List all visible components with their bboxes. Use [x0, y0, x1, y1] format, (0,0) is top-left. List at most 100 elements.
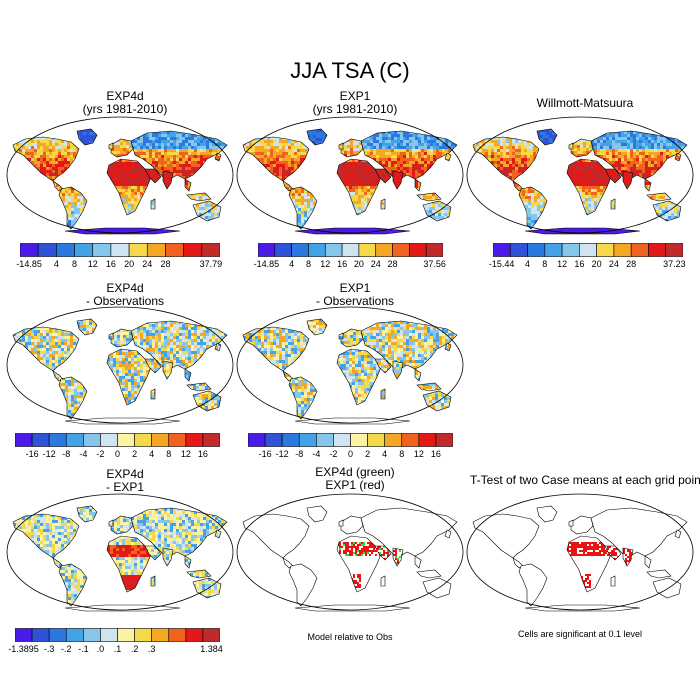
coastline-australia [192, 390, 222, 412]
panel-title-line: EXP1 [339, 89, 371, 103]
coastline-australia [192, 200, 222, 222]
coastline-samerica [58, 563, 88, 607]
coastline-australia [422, 577, 452, 599]
coastline-madagascar [150, 575, 156, 587]
colorbar-tick-label: 37.56 [423, 259, 446, 269]
panel-title-exp1-minus-obs: EXP1 - Observations [240, 282, 470, 308]
colorbar-swatch [425, 243, 443, 257]
colorbar-tick-label: 16 [337, 259, 348, 269]
coastline-africa [336, 158, 382, 216]
colorbar-labels-exp1: -14.85 4 8 12 16 20 24 28 37.56 [254, 259, 446, 271]
coastline-namerica [12, 326, 80, 372]
colorbar-exp4d-minus-obs [15, 433, 220, 447]
coastline-india [622, 170, 634, 190]
coastline-antarctica [524, 227, 641, 235]
coastline-indonesia [186, 569, 212, 579]
coastline-seasia [644, 555, 652, 569]
colorbar-swatch [258, 243, 276, 257]
colorbar-tick-label: -8 [295, 449, 304, 459]
panel-title-line: (yrs 1981-2010) [82, 102, 168, 116]
colorbar-swatch [100, 628, 118, 642]
colorbar-tick-label: 4 [149, 449, 155, 459]
land-indonesia [417, 570, 441, 578]
map-exp4d-climatology [6, 116, 234, 235]
colorbar-swatch [316, 433, 334, 447]
land-camerica [513, 558, 523, 568]
coastline-uk [338, 519, 344, 527]
coastline-antarctica [294, 227, 411, 235]
coastline-africa [566, 158, 612, 216]
coastline-japan [444, 152, 452, 162]
coastline-samerica [58, 186, 88, 230]
coastline-seasia [644, 178, 652, 192]
colorbar-swatch [48, 433, 67, 447]
coastline-india [392, 547, 404, 567]
colorbar-tick-label: 12 [180, 449, 191, 459]
colorbar-swatch [281, 433, 300, 447]
colorbar-tick-label: -14.85 [253, 259, 280, 269]
panel-title-exp4d-minus-obs: EXP4d - Observations [10, 282, 240, 308]
colorbar-swatch [350, 433, 368, 447]
land-japan [675, 530, 681, 538]
colorbar-tick-label: 20 [353, 259, 364, 269]
colorbar-tick-label: 12 [413, 449, 424, 459]
colorbar-tick-label: -8 [62, 449, 71, 459]
coastline-indonesia [186, 192, 212, 202]
colorbar-swatch [117, 433, 135, 447]
coastline-namerica [12, 136, 80, 182]
coastline-uk [568, 519, 574, 527]
colorbar-tick-label: -12 [275, 449, 289, 459]
land-uk [569, 520, 573, 526]
figure-title: JJA TSA (C) [290, 58, 410, 83]
map-significance-compare [236, 493, 464, 612]
colorbar-swatch [201, 243, 220, 257]
coastline-arabia [374, 168, 392, 184]
colorbar-swatch [15, 433, 33, 447]
land-madagascar [381, 576, 385, 586]
colorbar-tick-label: -4 [312, 449, 321, 459]
coastline-uk [108, 519, 114, 527]
colorbar-tick-label: .1 [113, 644, 122, 654]
coastline-uk [108, 332, 114, 340]
panel-title-exp1: EXP1 (yrs 1981-2010) [240, 90, 470, 116]
coastline-greenland [306, 318, 328, 336]
colorbar-tick-label: 2 [365, 449, 371, 459]
coastline-madagascar [380, 388, 386, 400]
colorbar-swatch [110, 243, 130, 257]
colorbar-labels-exp4d-minus-obs: -16 -12 -8 -4 -2 0 2 4 8 12 16 [15, 449, 220, 461]
coastline-japan [674, 152, 682, 162]
coastline-indonesia [416, 382, 442, 392]
panel-title-line: EXP4d [106, 89, 144, 103]
coastline-greenland [536, 128, 558, 146]
coastline-antarctica [294, 604, 411, 612]
coastline-africa [336, 535, 382, 593]
colorbar-swatch [100, 433, 118, 447]
coastline-africa [106, 535, 152, 593]
coastline-namerica [242, 136, 310, 182]
coastline-arabia [144, 545, 162, 561]
coastline-japan [214, 529, 222, 539]
colorbar-swatch [134, 433, 152, 447]
coastline-europe [340, 515, 364, 535]
panel-title-line: EXP4d (green) [315, 465, 395, 479]
coastline-india [162, 170, 174, 190]
colorbar-exp4d [20, 243, 220, 257]
colorbar-tick-label: -.3 [43, 644, 55, 654]
coastline-europe [110, 515, 134, 535]
coastline-europe [110, 138, 134, 158]
coastline-africa [566, 535, 612, 593]
colorbar-tick-label: 8 [542, 259, 548, 269]
land-greenland [537, 506, 557, 522]
coastline-australia [422, 200, 452, 222]
colorbar-swatch [648, 243, 667, 257]
note-model-relative: Model relative to Obs [307, 632, 393, 642]
coastline-japan [444, 529, 452, 539]
coastline-greenland [76, 505, 98, 523]
map-exp4d-minus-obs [6, 306, 234, 425]
coastline-arabia [374, 545, 392, 561]
colorbar-swatch [202, 628, 220, 642]
coastline-japan [674, 529, 682, 539]
colorbar-swatch [274, 243, 292, 257]
coastline-australia [652, 577, 682, 599]
coastline-africa [106, 348, 152, 406]
